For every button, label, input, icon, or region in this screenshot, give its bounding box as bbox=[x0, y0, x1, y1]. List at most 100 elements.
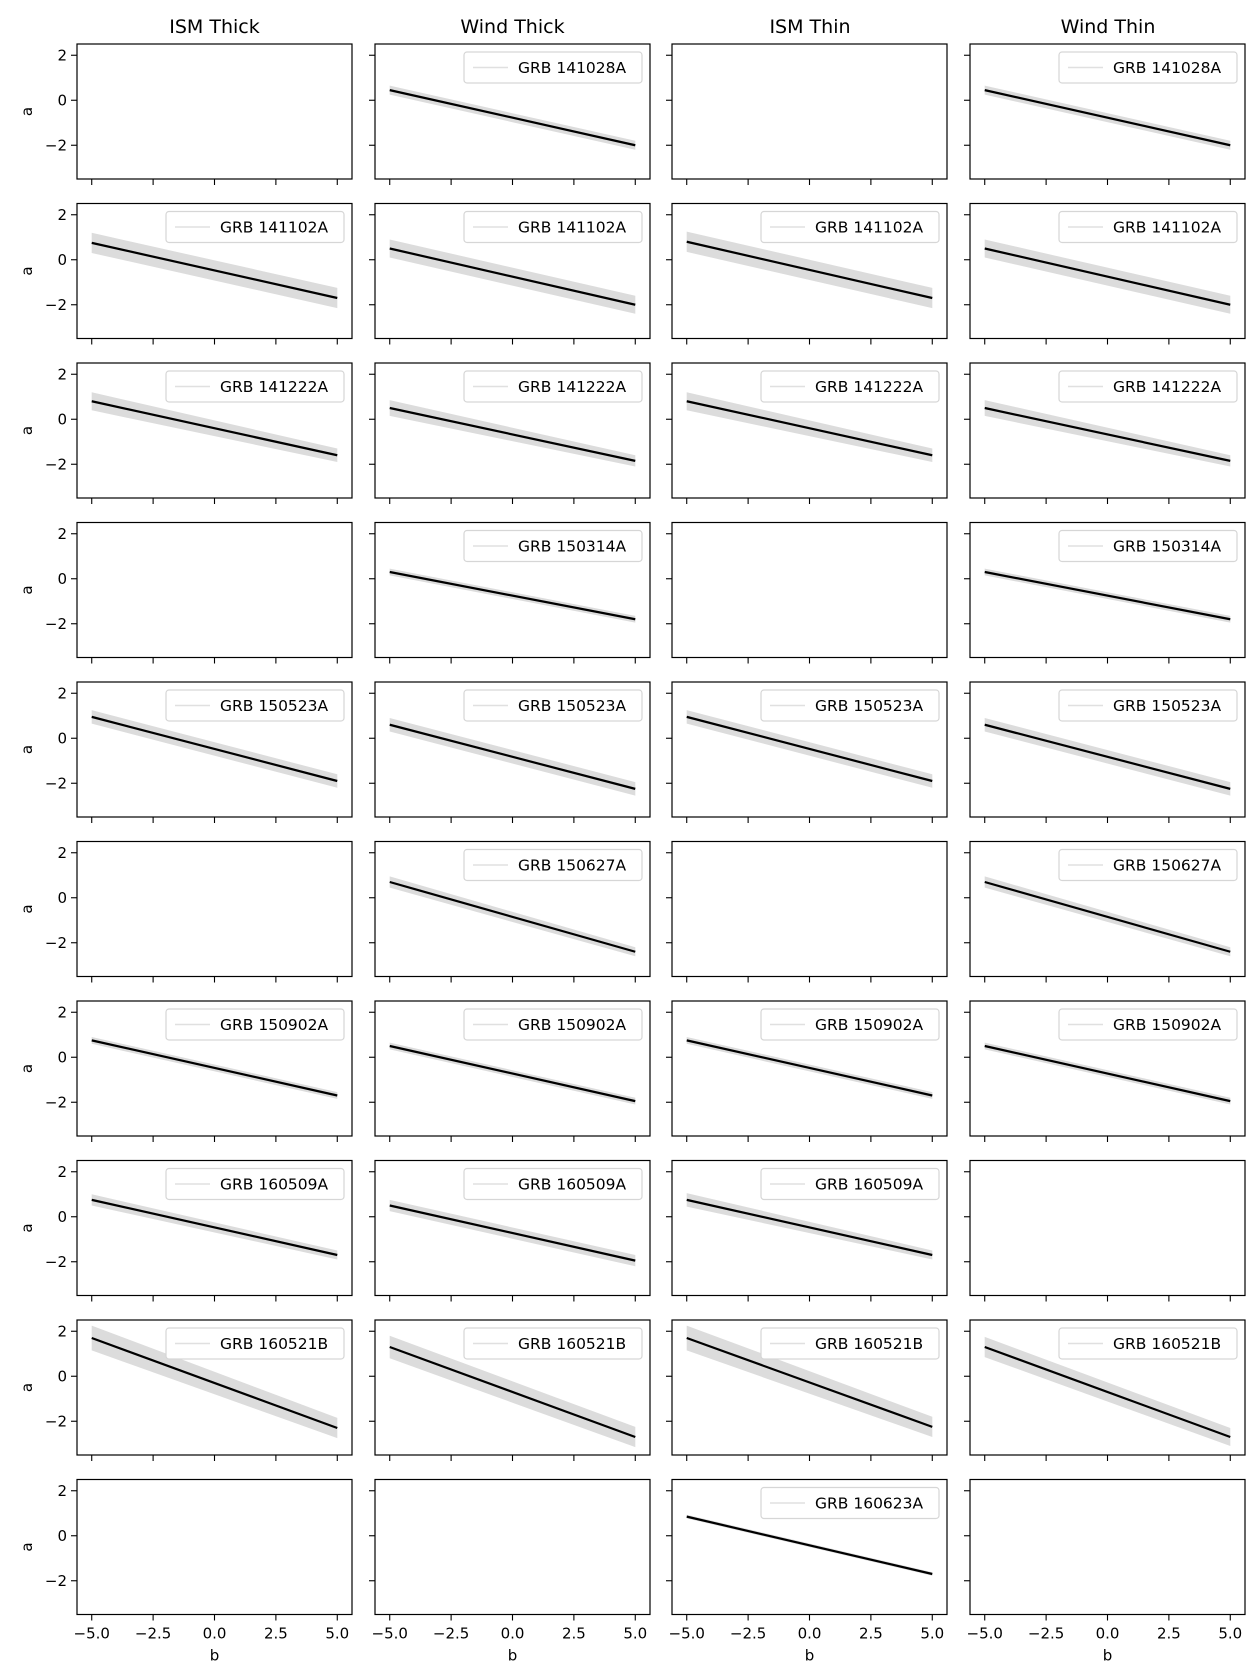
y-tick-label: 2 bbox=[57, 525, 67, 543]
panel-r3-c2: GRB 141222A bbox=[369, 362, 651, 504]
legend: GRB 141102A bbox=[165, 210, 345, 244]
panel-grid: 2 0 −2 a GRB 141028A GRB 141028A 2 0 −2 a GRB 1411… bbox=[18, 43, 1246, 1665]
y-tick-label: −2 bbox=[45, 296, 67, 314]
legend-box bbox=[760, 689, 940, 722]
legend-label: GRB 150314A bbox=[1113, 538, 1222, 556]
legend-label: GRB 160509A bbox=[220, 1176, 329, 1194]
panel-r4-c4: GRB 150314A bbox=[964, 521, 1246, 664]
legend-box bbox=[463, 689, 643, 722]
fit-line bbox=[984, 1345, 1231, 1439]
legend: GRB 141222A bbox=[165, 370, 345, 403]
panel-r5-c1: 2 0 −2 a GRB 150523A bbox=[18, 681, 353, 823]
y-tick-label: 2 bbox=[57, 1003, 67, 1021]
panel-r4-c1: 2 0 −2 a bbox=[18, 521, 353, 664]
axes-frame bbox=[671, 840, 948, 978]
panel-r1-c3 bbox=[666, 43, 948, 185]
y-axis-label: a bbox=[18, 585, 36, 594]
x-tick-label: −2.5 bbox=[433, 1625, 469, 1643]
legend-box bbox=[1058, 51, 1238, 84]
panel-r7-c2: GRB 150902A bbox=[369, 1000, 651, 1142]
y-tick-label: −2 bbox=[45, 934, 67, 952]
legend-box bbox=[1058, 1327, 1238, 1360]
legend-label: GRB 150523A bbox=[518, 697, 627, 715]
legend-box bbox=[165, 1327, 345, 1360]
fit-line bbox=[984, 406, 1231, 462]
panel-r8-c3: GRB 160509A bbox=[666, 1159, 948, 1302]
fit-line bbox=[389, 723, 636, 790]
confidence-band bbox=[686, 1193, 933, 1260]
legend-label: GRB 141102A bbox=[220, 219, 329, 237]
legend: GRB 160509A bbox=[760, 1167, 940, 1201]
legend: GRB 150627A bbox=[463, 848, 643, 882]
legend-box bbox=[165, 689, 345, 722]
legend: GRB 150627A bbox=[1058, 848, 1238, 882]
fit-line bbox=[984, 1044, 1231, 1103]
legend: GRB 141102A bbox=[760, 210, 940, 244]
legend-box bbox=[463, 1167, 643, 1201]
legend: GRB 150523A bbox=[165, 689, 345, 722]
fit-line bbox=[686, 1198, 933, 1257]
legend: GRB 160509A bbox=[463, 1167, 643, 1201]
legend-box bbox=[1058, 1008, 1238, 1041]
y-tick-label: −2 bbox=[45, 1093, 67, 1111]
y-tick-label: 0 bbox=[57, 729, 67, 747]
panel-r2-c2: GRB 141102A bbox=[369, 202, 651, 345]
panel-r8-c2: GRB 160509A bbox=[369, 1159, 651, 1302]
legend-label: GRB 150523A bbox=[220, 697, 329, 715]
legend-label: GRB 160521B bbox=[815, 1335, 923, 1353]
fit-line bbox=[389, 880, 636, 953]
legend: GRB 141028A bbox=[1058, 51, 1238, 84]
axes-frame bbox=[969, 1159, 1246, 1297]
fit-line bbox=[984, 880, 1231, 953]
x-tick-label: 0.0 bbox=[501, 1625, 525, 1643]
fit-line bbox=[389, 89, 636, 147]
y-axis-label: a bbox=[18, 1542, 36, 1551]
legend-box bbox=[1058, 370, 1238, 403]
legend-box bbox=[165, 1008, 345, 1041]
fit-line bbox=[91, 1198, 338, 1257]
legend-box bbox=[760, 1486, 940, 1520]
legend-label: GRB 141102A bbox=[815, 219, 924, 237]
axes-frame bbox=[374, 1478, 651, 1616]
y-tick-label: 2 bbox=[57, 684, 67, 702]
fit-line bbox=[389, 1044, 636, 1103]
x-axis-label: b bbox=[210, 1647, 220, 1665]
panel-r2-c3: GRB 141102A bbox=[666, 202, 948, 345]
legend-box bbox=[165, 210, 345, 244]
legend-box bbox=[760, 1327, 940, 1360]
panel-r10-c2: −5.0 −2.5 0.0 2.5 5.0 b bbox=[369, 1478, 651, 1665]
legend-label: GRB 160521B bbox=[220, 1335, 328, 1353]
column-title-wind-thick: Wind Thick bbox=[460, 16, 564, 38]
fit-line bbox=[984, 570, 1231, 621]
y-tick-label: −2 bbox=[45, 615, 67, 633]
legend-box bbox=[760, 370, 940, 403]
legend-box bbox=[165, 1167, 345, 1201]
y-tick-label: −2 bbox=[45, 1572, 67, 1590]
legend-label: GRB 141222A bbox=[220, 378, 329, 396]
legend-label: GRB 160509A bbox=[518, 1176, 627, 1194]
x-tick-label: 5.0 bbox=[920, 1625, 944, 1643]
x-tick-label: −5.0 bbox=[74, 1625, 110, 1643]
legend-label: GRB 141028A bbox=[518, 59, 627, 77]
y-tick-label: 0 bbox=[57, 251, 67, 269]
legend-label: GRB 160521B bbox=[518, 1335, 626, 1353]
panel-r9-c2: GRB 160521B bbox=[369, 1319, 651, 1461]
legend-label: GRB 160623A bbox=[815, 1495, 924, 1513]
x-tick-label: −2.5 bbox=[1028, 1625, 1064, 1643]
y-tick-label: 2 bbox=[57, 206, 67, 224]
legend-label: GRB 141222A bbox=[518, 378, 627, 396]
legend-box bbox=[165, 370, 345, 403]
legend: GRB 141028A bbox=[463, 51, 643, 84]
x-tick-label: 2.5 bbox=[562, 1625, 586, 1643]
x-tick-label: 0.0 bbox=[203, 1625, 227, 1643]
legend: GRB 150523A bbox=[760, 689, 940, 722]
x-tick-label: 0.0 bbox=[798, 1625, 822, 1643]
legend: GRB 150523A bbox=[463, 689, 643, 722]
panel-r2-c4: GRB 141102A bbox=[964, 202, 1246, 345]
x-tick-label: −2.5 bbox=[135, 1625, 171, 1643]
fit-line bbox=[686, 240, 933, 300]
legend-label: GRB 141028A bbox=[1113, 59, 1222, 77]
y-axis-label: a bbox=[18, 107, 36, 116]
column-title-ism-thick: ISM Thick bbox=[169, 16, 259, 38]
legend: GRB 150314A bbox=[463, 529, 643, 563]
